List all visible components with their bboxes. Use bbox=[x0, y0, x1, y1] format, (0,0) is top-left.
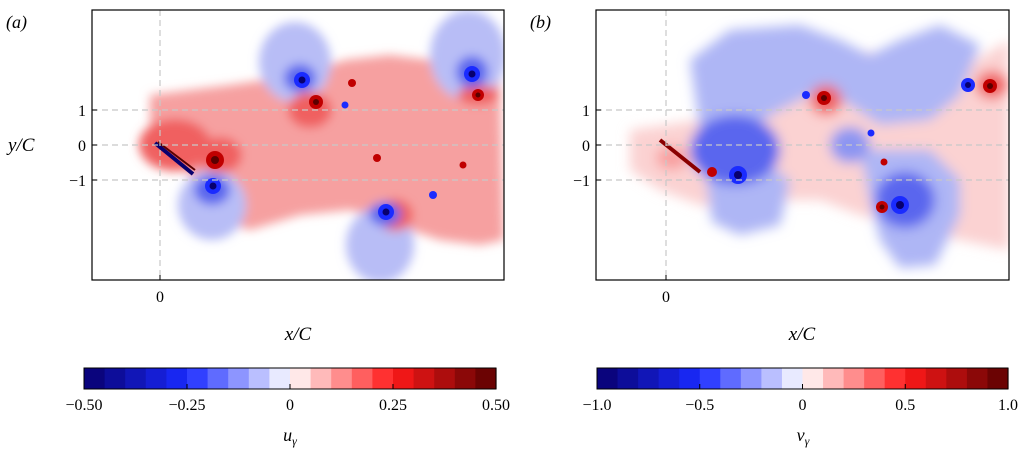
colorbar-a-tick-label: −0.50 bbox=[65, 397, 102, 414]
colorbar-b-level-swatch bbox=[905, 368, 927, 389]
colorbar-a-level-swatch bbox=[125, 368, 147, 389]
panel-a-xtick-0: 0 bbox=[156, 289, 164, 306]
colorbar-b-level-swatch bbox=[720, 368, 742, 389]
colorbar-b-level-swatch bbox=[823, 368, 845, 389]
colorbar-a-level-swatch bbox=[413, 368, 435, 389]
panel-a-label: (a) bbox=[6, 12, 27, 33]
colorbar-a-level-swatch bbox=[269, 368, 291, 389]
colorbar-a-tick-label: −0.25 bbox=[168, 397, 205, 414]
colorbar-a-level-swatch bbox=[207, 368, 229, 389]
colorbar-a-level-swatch bbox=[104, 368, 126, 389]
colorbar-b-level-swatch bbox=[781, 368, 804, 389]
colorbar-a-level-swatch bbox=[228, 368, 250, 389]
panel-b-ytick-m1: −1 bbox=[573, 173, 590, 190]
colorbar-b-level-swatch bbox=[761, 368, 783, 389]
panel-a-ylabel: y/C bbox=[6, 135, 35, 156]
colorbar-a-label: uγ bbox=[283, 425, 297, 448]
panel-b-xtick-0: 0 bbox=[662, 289, 670, 306]
colorbar-a: −0.50 −0.25 0 0.25 0.50 bbox=[65, 367, 510, 414]
colorbar-a-level-swatch bbox=[166, 368, 188, 389]
colorbar-b-level-swatch bbox=[864, 368, 886, 389]
panel-b: (b) 1 0 −1 0 x/C bbox=[530, 9, 1010, 345]
colorbar-b-level-swatch bbox=[843, 368, 865, 389]
panel-a-ytick-1: 1 bbox=[78, 103, 86, 120]
colorbar-b-level-swatch bbox=[617, 368, 639, 389]
panel-a-xlabel: x/C bbox=[284, 324, 312, 345]
colorbar-b: −1.0 −0.5 0 0.5 1.0 bbox=[582, 367, 1018, 414]
colorbar-a-tick-label: 0.50 bbox=[482, 397, 510, 414]
colorbar-b-level-swatch bbox=[946, 368, 968, 389]
colorbar-a-level-swatch bbox=[290, 368, 312, 389]
colorbar-b-level-swatch bbox=[679, 368, 701, 389]
colorbar-a-level-swatch bbox=[187, 368, 209, 389]
colorbar-b-level-swatch bbox=[884, 368, 906, 389]
panel-b-ytick-1: 1 bbox=[582, 103, 590, 120]
panel-a-ytick-m1: −1 bbox=[69, 173, 86, 190]
colorbar-b-level-swatch bbox=[597, 368, 619, 389]
colorbar-a-level-swatch bbox=[372, 368, 394, 389]
colorbar-a-level-swatch bbox=[331, 368, 353, 389]
colorbar-a-level-swatch bbox=[248, 368, 270, 389]
colorbar-b-tick-label: −0.5 bbox=[685, 397, 714, 414]
colorbar-b-tick-label: 0 bbox=[799, 397, 807, 414]
colorbar-a-tick-label: 0 bbox=[286, 397, 294, 414]
colorbar-b-level-swatch bbox=[699, 368, 721, 389]
colorbar-b-level-swatch bbox=[802, 368, 824, 389]
colorbar-b-level-swatch bbox=[925, 368, 947, 389]
colorbar-a-level-swatch bbox=[145, 368, 167, 389]
colorbar-a-level-swatch bbox=[351, 368, 373, 389]
colorbar-a-level-swatch bbox=[454, 368, 476, 389]
colorbar-b-level-swatch bbox=[987, 368, 1009, 389]
colorbar-b-label: vγ bbox=[797, 425, 810, 448]
colorbar-a-level-swatch bbox=[393, 368, 415, 389]
panel-b-xlabel: x/C bbox=[788, 324, 816, 345]
colorbar-b-level-swatch bbox=[740, 368, 762, 389]
panel-b-field bbox=[596, 10, 1009, 280]
colorbar-a-level-swatch bbox=[475, 368, 497, 389]
colorbar-b-tick-label: 0.5 bbox=[895, 397, 915, 414]
colorbar-a-level-swatch bbox=[310, 368, 332, 389]
colorbar-b-level-swatch bbox=[638, 368, 660, 389]
colorbar-b-level-swatch bbox=[966, 368, 989, 389]
panel-a-field bbox=[92, 10, 504, 280]
panel-a-ytick-0: 0 bbox=[78, 138, 86, 155]
colorbar-a-tick-label: 0.25 bbox=[379, 397, 407, 414]
colorbar-b-tick-label: 1.0 bbox=[998, 397, 1018, 414]
colorbar-b-level-swatch bbox=[658, 368, 680, 389]
colorbar-a-level-swatch bbox=[84, 368, 106, 389]
colorbar-a-level-swatch bbox=[434, 368, 456, 389]
panel-b-label: (b) bbox=[530, 12, 551, 33]
colorbar-b-tick-label: −1.0 bbox=[582, 397, 611, 414]
panel-a: (a) 1 0 −1 0 y/C x/C bbox=[6, 9, 505, 345]
panel-b-ytick-0: 0 bbox=[582, 138, 590, 155]
